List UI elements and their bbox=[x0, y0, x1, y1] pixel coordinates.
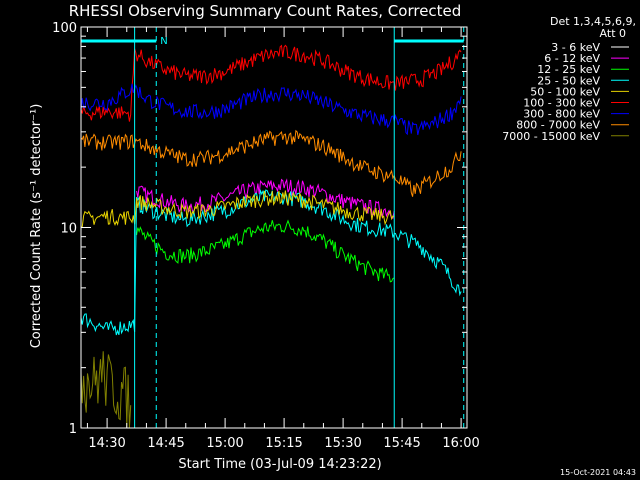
y-tick-label-1: 10 bbox=[60, 222, 77, 237]
series-line-4 bbox=[80, 190, 395, 228]
series-line-7 bbox=[80, 129, 462, 197]
x-axis-label: Start Time (03-Jul-09 14:23:22) bbox=[178, 457, 381, 472]
series-line-6 bbox=[80, 83, 462, 136]
y-tick-label-0: 1 bbox=[69, 422, 77, 437]
series-line-0 bbox=[136, 211, 395, 250]
x-tick-label-1: 14:45 bbox=[147, 436, 184, 451]
legend-label-4: 50 - 100 keV bbox=[530, 85, 600, 98]
legend-label-6: 300 - 800 keV bbox=[523, 108, 600, 121]
series-line-2 bbox=[136, 219, 395, 283]
series-line-3 bbox=[80, 189, 462, 336]
legend-label-5: 100 - 300 keV bbox=[523, 97, 600, 110]
legend-label-8: 7000 - 15000 keV bbox=[502, 130, 600, 143]
y-tick-label-2: 100 bbox=[52, 21, 77, 36]
legend-label-1: 6 - 12 keV bbox=[544, 52, 600, 65]
legend-label-2: 12 - 25 keV bbox=[537, 63, 600, 76]
series-line-1 bbox=[136, 178, 395, 219]
y-axis-label: Corrected Count Rate (s⁻¹ detector⁻¹) bbox=[29, 104, 44, 349]
legend-label-3: 25 - 50 keV bbox=[537, 74, 600, 87]
legend-title: Det 1,3,4,5,6,9, bbox=[550, 15, 636, 28]
x-tick-label-5: 15:45 bbox=[383, 436, 420, 451]
x-tick-label-4: 15:30 bbox=[324, 436, 361, 451]
timestamp: 15-Oct-2021 04:43 bbox=[560, 468, 636, 477]
series-line-8 bbox=[80, 351, 132, 429]
x-tick-label-0: 14:30 bbox=[88, 436, 125, 451]
x-tick-label-3: 15:15 bbox=[265, 436, 302, 451]
series-line-5 bbox=[80, 44, 462, 122]
plot-area bbox=[80, 44, 462, 429]
x-tick-label-2: 15:00 bbox=[206, 436, 243, 451]
legend-label-7: 800 - 7000 keV bbox=[516, 119, 600, 132]
flag-label: N bbox=[160, 36, 167, 47]
legend-subtitle: Att 0 bbox=[600, 27, 626, 40]
chart-title: RHESSI Observing Summary Count Rates, Co… bbox=[69, 2, 462, 20]
legend-label-0: 3 - 6 keV bbox=[551, 41, 600, 54]
x-tick-label-6: 16:00 bbox=[442, 436, 479, 451]
